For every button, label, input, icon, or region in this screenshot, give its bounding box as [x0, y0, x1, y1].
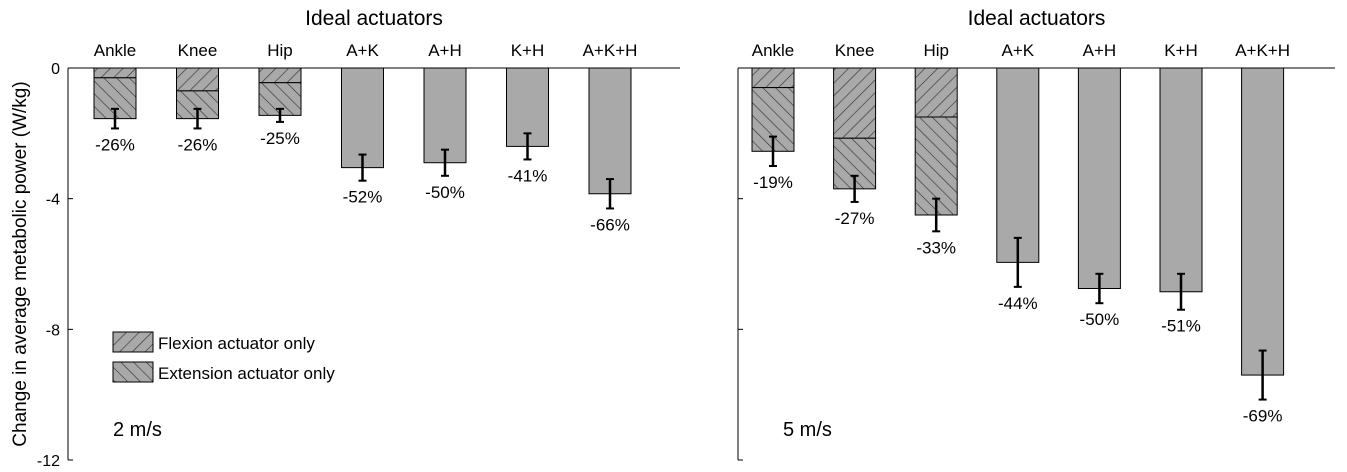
category-label: Knee: [835, 41, 875, 60]
speed-annotation: 2 m/s: [113, 419, 162, 441]
bar-flexion-segment: [258, 67, 302, 84]
y-tick-label: -12: [37, 453, 60, 467]
bar-flexion-segment: [751, 67, 795, 89]
legend-swatch-flexion: [112, 331, 154, 353]
y-tick-label: -4: [46, 192, 60, 209]
category-label: K+H: [511, 41, 545, 60]
panel-title: Ideal actuators: [305, 7, 443, 30]
data-label: -27%: [835, 209, 875, 228]
data-label: -26%: [178, 135, 218, 154]
data-label: -66%: [590, 215, 630, 234]
data-label: -26%: [95, 135, 135, 154]
data-label: -25%: [260, 129, 300, 148]
category-label: Hip: [923, 41, 949, 60]
category-label: A+K+H: [583, 41, 638, 60]
y-tick-label: -8: [46, 322, 60, 339]
data-label: -50%: [1080, 310, 1120, 329]
data-label: -50%: [425, 183, 465, 202]
bar-flexion-segment: [833, 67, 877, 139]
legend: Flexion actuator only Extension actuator…: [112, 331, 335, 383]
bar: [423, 67, 467, 164]
data-label: -69%: [1243, 407, 1283, 426]
data-label: -19%: [753, 173, 793, 192]
category-label: A+K: [346, 41, 379, 60]
bar: [1077, 67, 1121, 289]
data-label: -33%: [916, 238, 956, 257]
data-label: -41%: [508, 166, 548, 185]
data-label: -44%: [998, 294, 1038, 313]
panel-2ms: Ideal actuators 0 -4 -8 -12 Ankle -26% Knee -26%…: [37, 7, 680, 470]
legend-label-flexion: Flexion actuator only: [158, 334, 315, 353]
bar-flexion-segment: [93, 67, 137, 79]
category-label: Ankle: [752, 41, 795, 60]
bar: [588, 67, 632, 195]
bar: [1159, 67, 1203, 293]
y-tick-label: 0: [51, 61, 60, 78]
speed-annotation: 5 m/s: [783, 419, 832, 441]
category-label: K+H: [1164, 41, 1198, 60]
bar-flexion-segment: [176, 67, 219, 92]
category-label: Hip: [267, 41, 293, 60]
y-axis-label: Change in average metabolic power (W/kg): [10, 81, 31, 446]
legend-label-extension: Extension actuator only: [158, 364, 335, 383]
data-label: -51%: [1161, 317, 1201, 336]
category-label: A+K: [1001, 41, 1034, 60]
panel-5ms: Ideal actuators Ankle -19% Knee -27% Hip -33% A…: [737, 7, 1335, 461]
category-label: A+H: [1083, 41, 1117, 60]
bar: [1241, 67, 1285, 376]
bar-flexion-segment: [914, 67, 958, 118]
data-label: -52%: [343, 188, 383, 207]
category-label: A+H: [428, 41, 462, 60]
category-label: A+K+H: [1235, 41, 1290, 60]
bar: [341, 67, 384, 169]
panel-title: Ideal actuators: [968, 7, 1106, 30]
category-label: Knee: [178, 41, 218, 60]
bar: [996, 67, 1040, 263]
category-label: Ankle: [94, 41, 137, 60]
legend-swatch-extension: [112, 361, 154, 383]
